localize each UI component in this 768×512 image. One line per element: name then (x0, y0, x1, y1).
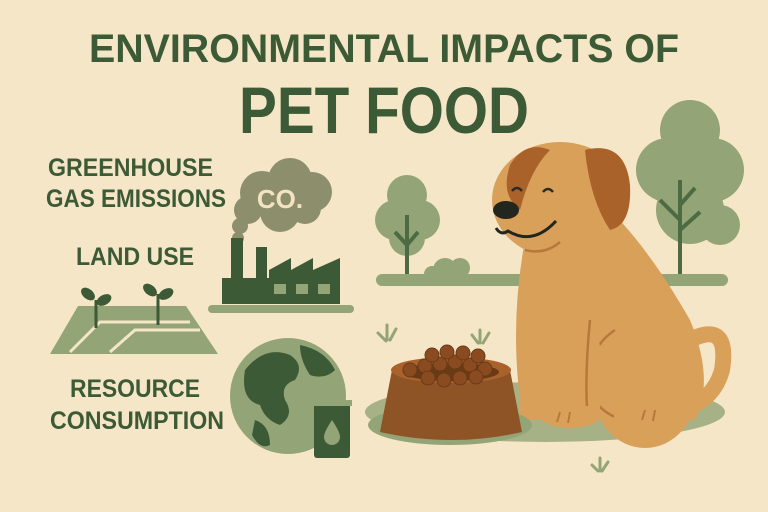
tree-icon (636, 100, 744, 275)
tree-icon (375, 175, 440, 275)
dog-nose (493, 201, 519, 219)
dog-ear-left (506, 147, 550, 210)
label-greenhouse: GREENHOUSE (48, 154, 213, 182)
label-land-use: LAND USE (76, 243, 194, 271)
food-bowl-icon (368, 344, 532, 445)
label-resource: RESOURCE (70, 375, 200, 403)
grass-icon (376, 323, 610, 473)
title-line-1: ENVIRONMENTAL IMPACTS OF (89, 27, 679, 71)
kibble (402, 344, 493, 388)
label-consumption: CONSUMPTION (50, 407, 224, 435)
dog-illustration (492, 142, 732, 448)
factory-icon (208, 238, 354, 313)
dog-eyes (511, 186, 554, 193)
oil-can-icon (312, 400, 352, 458)
dog-ear-right (585, 148, 631, 230)
label-gas-emissions: GAS EMISSIONS (46, 185, 226, 213)
smoke-cloud-icon (232, 158, 332, 244)
dog-mouth (494, 219, 558, 239)
title-line-2: PET FOOD (239, 73, 529, 147)
co2-label: CO. (257, 184, 303, 214)
sprout-field-icon (50, 283, 218, 354)
